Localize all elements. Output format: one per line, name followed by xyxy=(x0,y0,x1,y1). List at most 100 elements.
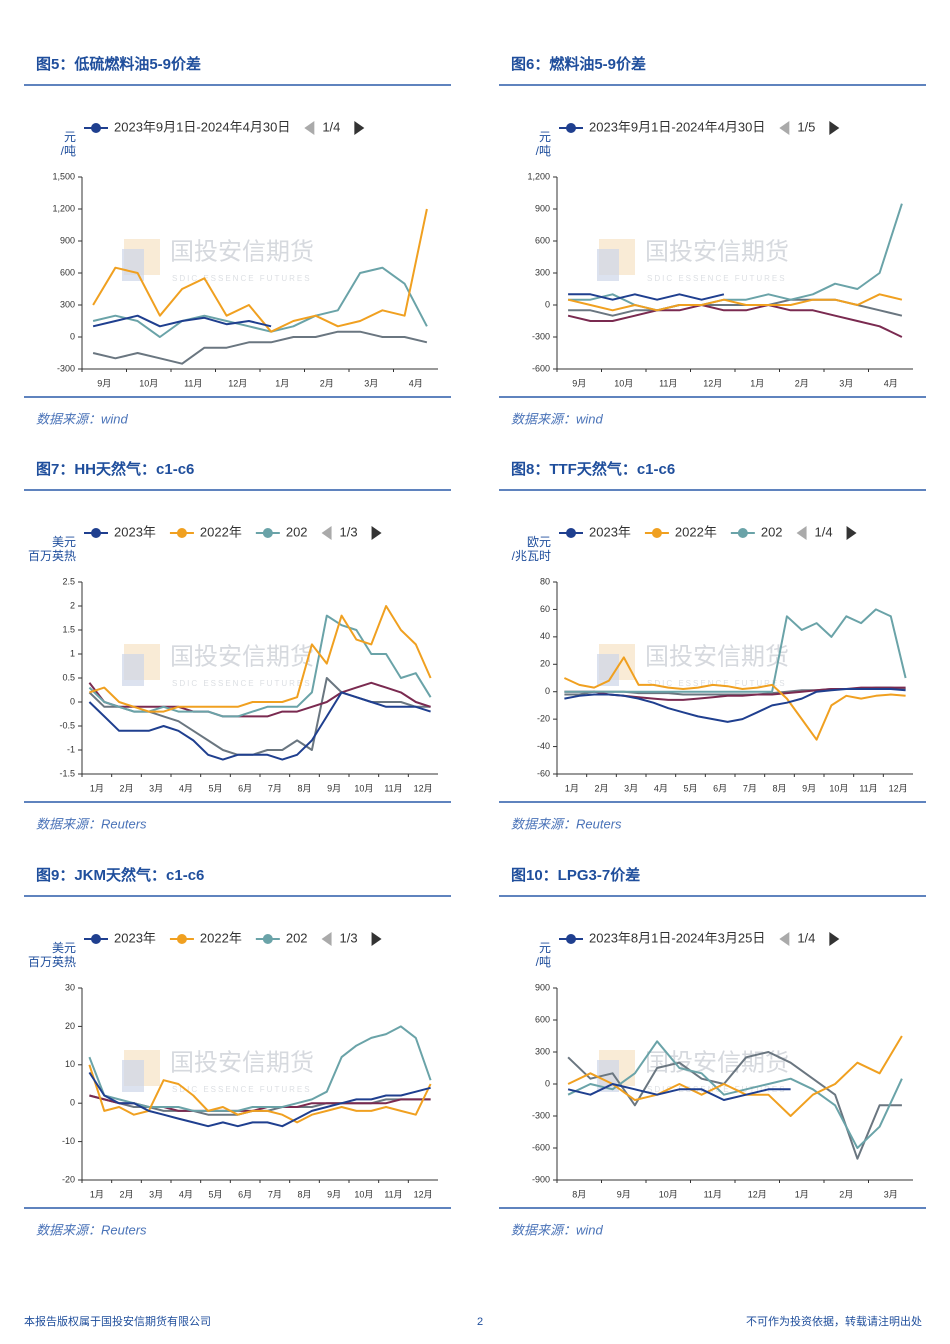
y-tick-label: -300 xyxy=(532,1110,550,1120)
y-tick-label: 0 xyxy=(70,1098,75,1108)
watermark-logo xyxy=(122,1060,144,1092)
legend-label: 2022年 xyxy=(200,524,242,539)
x-tick-label: 10月 xyxy=(139,378,158,388)
y-unit: 欧元 xyxy=(527,535,551,549)
legend-next[interactable] xyxy=(371,526,382,540)
x-tick-label: 10月 xyxy=(829,783,848,793)
series-line xyxy=(567,293,903,312)
watermark-sub: SDIC ESSENCE FUTURES xyxy=(172,679,312,688)
legend-next[interactable] xyxy=(829,932,840,946)
source: 数据来源：wind xyxy=(36,411,129,426)
x-tick-label: 2月 xyxy=(119,783,133,793)
watermark-logo xyxy=(597,654,619,686)
legend-dot xyxy=(176,528,187,538)
x-tick-label: 1月 xyxy=(275,378,289,388)
x-tick-label: 4月 xyxy=(654,783,668,793)
x-tick-label: 9月 xyxy=(572,378,586,388)
watermark: 国投安信期货 xyxy=(645,1049,789,1076)
legend-next[interactable] xyxy=(371,932,382,946)
source: 数据来源：Reuters xyxy=(511,816,622,831)
x-tick-label: 12月 xyxy=(748,1189,767,1199)
y-tick-label: 20 xyxy=(65,1021,75,1031)
x-tick-label: 12月 xyxy=(228,378,247,388)
source: 数据来源：Reuters xyxy=(36,1222,147,1237)
legend-next[interactable] xyxy=(846,526,857,540)
x-tick-label: 11月 xyxy=(184,378,202,388)
legend-next[interactable] xyxy=(354,121,365,135)
source: 数据来源：wind xyxy=(511,1222,604,1237)
footer-right: 不可作为投资依据，转载请注明出处 xyxy=(746,1314,922,1328)
legend-dot xyxy=(262,934,273,944)
legend-page: 1/5 xyxy=(797,119,815,134)
y-tick-label: 2.5 xyxy=(62,576,75,586)
series-line xyxy=(567,304,903,338)
x-tick-label: 11月 xyxy=(659,378,677,388)
page-number: 2 xyxy=(477,1316,483,1328)
series-line xyxy=(88,1064,432,1124)
series-line xyxy=(564,688,906,723)
y-tick-label: 80 xyxy=(540,576,550,586)
y-tick-label: 0 xyxy=(545,686,550,696)
watermark: 国投安信期货 xyxy=(170,643,314,670)
legend-prev[interactable] xyxy=(304,121,315,135)
watermark-sub: SDIC ESSENCE FUTURES xyxy=(172,1085,312,1094)
x-tick-label: 3月 xyxy=(624,783,638,793)
y-tick-label: -0.5 xyxy=(59,720,75,730)
x-tick-label: 2月 xyxy=(594,783,608,793)
legend-label: 2022年 xyxy=(200,930,242,945)
y-unit: /兆瓦时 xyxy=(512,549,551,563)
legend-label: 2023年8月1日-2024年3月25日 xyxy=(589,930,765,945)
chart-title: 图7：HH天然气：c1-c6 xyxy=(36,460,194,478)
y-unit: 美元 xyxy=(52,941,76,955)
legend-prev[interactable] xyxy=(779,121,790,135)
chart-title: 图6：燃料油5-9价差 xyxy=(511,55,646,73)
x-tick-label: 10月 xyxy=(659,1189,678,1199)
series-line xyxy=(92,330,428,365)
y-tick-label: 60 xyxy=(540,604,550,614)
x-tick-label: 10月 xyxy=(354,783,373,793)
x-tick-label: 9月 xyxy=(802,783,816,793)
x-tick-label: 2月 xyxy=(795,378,809,388)
legend-prev[interactable] xyxy=(321,526,332,540)
chart-title: 图5：低硫燃料油5-9价差 xyxy=(36,55,201,73)
y-tick-label: 300 xyxy=(535,1046,550,1056)
series-line xyxy=(88,681,431,718)
legend-label: 2023年 xyxy=(114,524,156,539)
x-tick-label: 12月 xyxy=(889,783,908,793)
source: 数据来源：Reuters xyxy=(36,816,147,831)
legend-prev[interactable] xyxy=(779,932,790,946)
x-tick-label: 11月 xyxy=(859,783,877,793)
series-line xyxy=(567,1040,903,1149)
x-tick-label: 9月 xyxy=(617,1189,631,1199)
x-tick-label: 1月 xyxy=(795,1189,809,1199)
y-tick-label: 900 xyxy=(535,203,550,213)
watermark-sub: SDIC ESSENCE FUTURES xyxy=(647,274,787,283)
legend-next[interactable] xyxy=(829,121,840,135)
x-tick-label: 1月 xyxy=(565,783,579,793)
legend-prev[interactable] xyxy=(321,932,332,946)
x-tick-label: 2月 xyxy=(839,1189,853,1199)
legend-dot xyxy=(91,934,101,944)
x-tick-label: 3月 xyxy=(149,1189,163,1199)
x-tick-label: 9月 xyxy=(327,1189,341,1199)
y-tick-label: 0 xyxy=(70,696,75,706)
legend-label: 2023年 xyxy=(589,524,631,539)
y-tick-label: 0 xyxy=(545,299,550,309)
legend-page: 1/3 xyxy=(340,930,358,945)
x-tick-label: 3月 xyxy=(364,378,378,388)
x-tick-label: 6月 xyxy=(713,783,727,793)
legend-dot xyxy=(737,528,748,538)
x-tick-label: 4月 xyxy=(179,783,193,793)
y-tick-label: 2 xyxy=(70,600,75,610)
y-unit: 元 xyxy=(64,130,76,144)
x-tick-label: 9月 xyxy=(97,378,111,388)
y-tick-label: 300 xyxy=(535,267,550,277)
x-tick-label: 5月 xyxy=(208,1189,222,1199)
y-tick-label: 600 xyxy=(535,1014,550,1024)
watermark-sub: SDIC ESSENCE FUTURES xyxy=(647,679,787,688)
legend-prev[interactable] xyxy=(796,526,807,540)
series-line xyxy=(567,1035,903,1117)
y-tick-label: 300 xyxy=(60,299,75,309)
x-tick-label: 3月 xyxy=(839,378,853,388)
